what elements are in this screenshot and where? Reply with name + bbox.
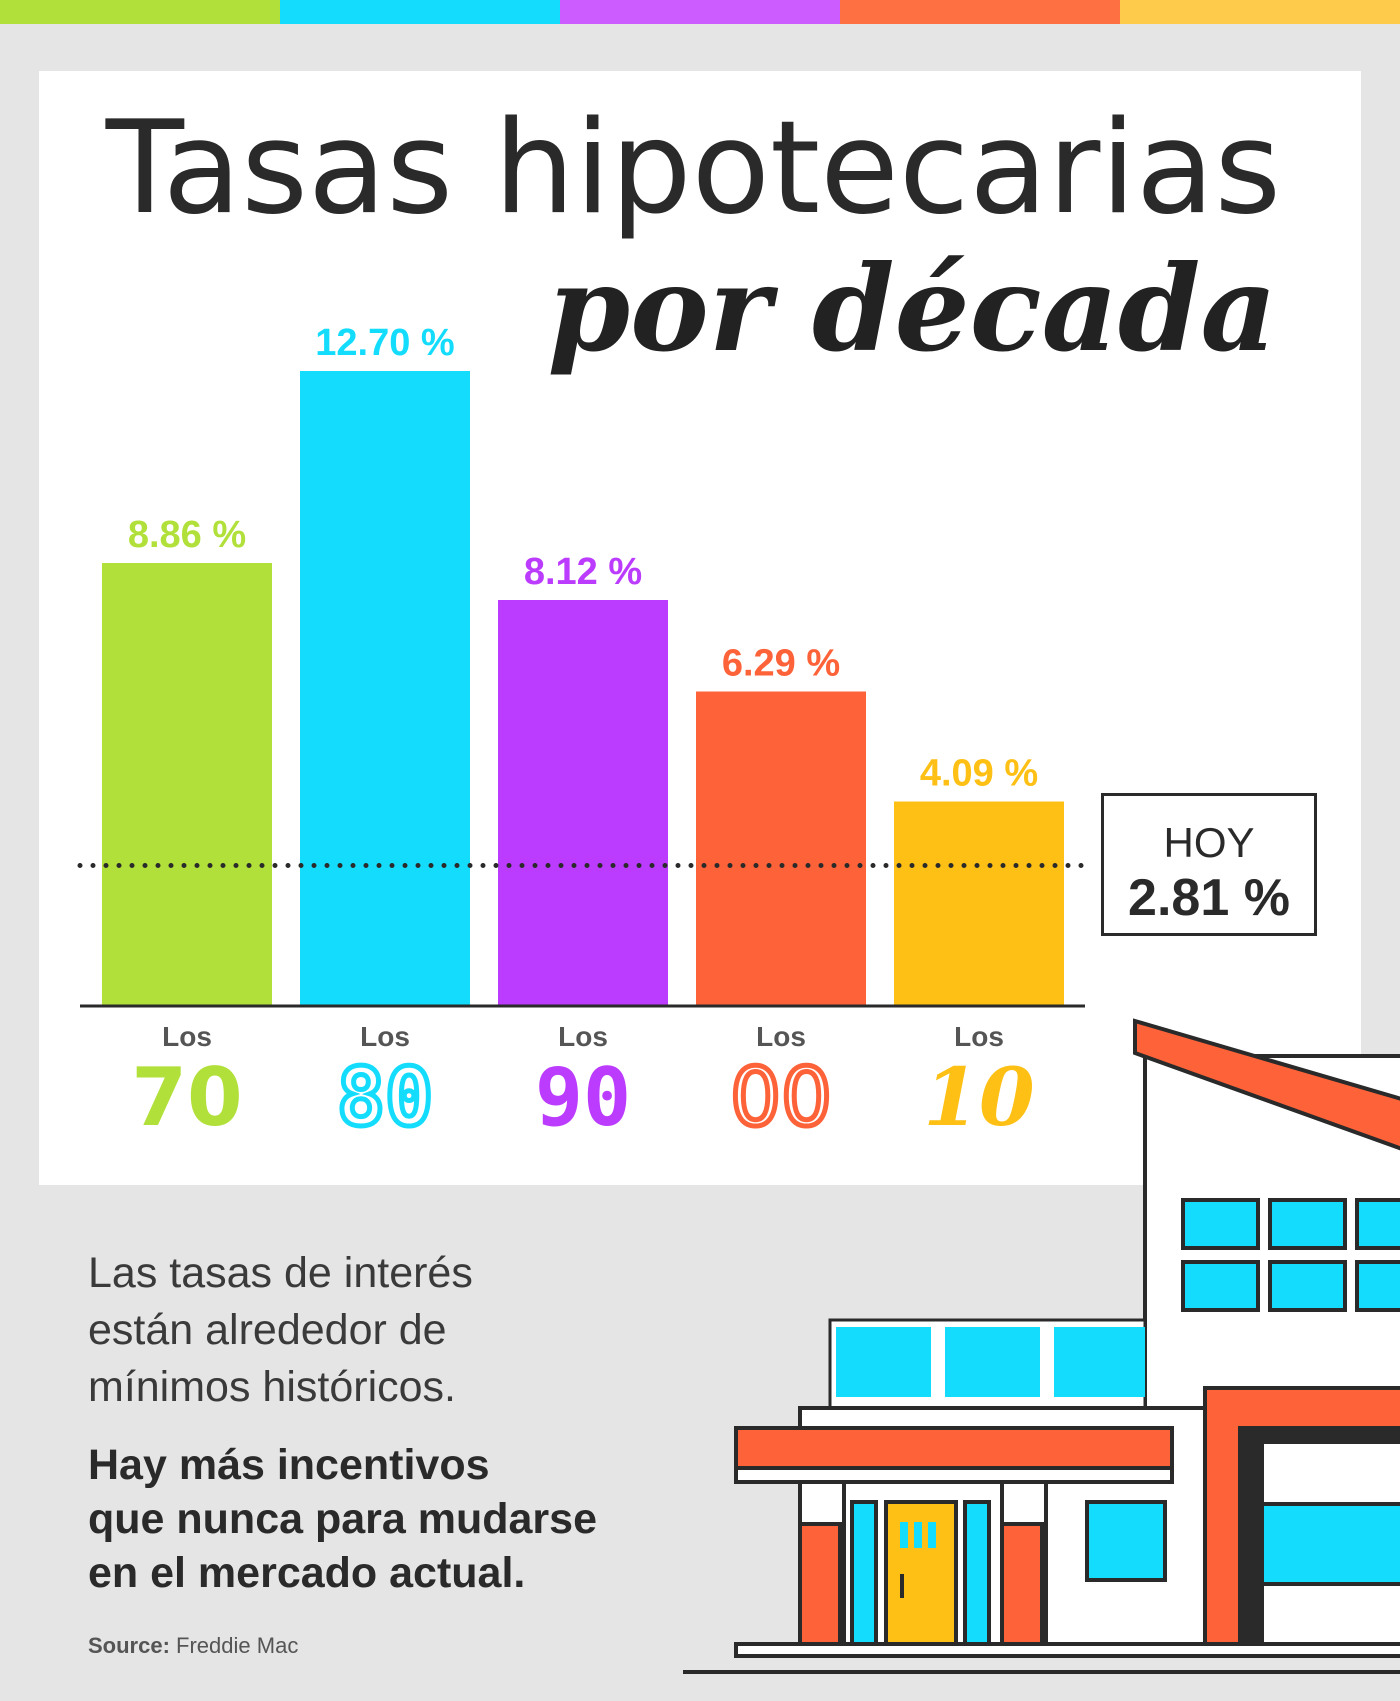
source-credit: Source: Freddie Mac	[88, 1633, 298, 1659]
body-light-line-2: están alrededor de	[88, 1306, 447, 1354]
stripe-cyan	[280, 0, 560, 24]
tick-number-00: 00	[730, 1051, 832, 1144]
source-label: Source:	[88, 1633, 170, 1658]
body-light-paragraph: Las tasas de interés están alrededor de …	[88, 1245, 728, 1416]
body-light-line-3: mínimos históricos.	[88, 1363, 456, 1411]
stripe-yellow	[1120, 0, 1400, 24]
stripe-orange	[840, 0, 1120, 24]
chart-title: Tasas hipotecarias	[105, 94, 1281, 243]
house-icon	[734, 1018, 1400, 1658]
data-label-80: 12.70 %	[315, 322, 454, 364]
tick-prefix-10: Los	[954, 1021, 1004, 1052]
bar-00	[696, 691, 866, 1006]
tick-number-80: 80	[337, 1051, 433, 1144]
tick-number-10: 10	[923, 1050, 1034, 1144]
tick-prefix-80: Los	[360, 1021, 410, 1052]
source-name: Freddie Mac	[176, 1633, 299, 1658]
data-label-00: 6.29 %	[722, 643, 840, 685]
stripe-purple	[560, 0, 840, 24]
stripe-green	[0, 0, 280, 24]
top-color-stripe	[0, 0, 1400, 24]
body-bold-line-3: en el mercado actual.	[88, 1549, 526, 1597]
tick-number-90: 90	[535, 1051, 631, 1144]
bar-70	[102, 563, 272, 1006]
tick-prefix-00: Los	[756, 1021, 806, 1052]
body-bold-line-1: Hay más incentivos	[88, 1441, 490, 1489]
body-light-line-1: Las tasas de interés	[88, 1249, 473, 1297]
tick-number-70: 70	[131, 1051, 242, 1144]
body-text: Las tasas de interés están alrededor de …	[88, 1245, 728, 1600]
today-rate-box: HOY 2.81 %	[1101, 793, 1317, 936]
body-bold-paragraph: Hay más incentivos que nunca para mudars…	[88, 1438, 728, 1600]
data-label-70: 8.86 %	[128, 514, 246, 556]
bar-80	[300, 371, 470, 1006]
bar-90	[498, 600, 668, 1006]
tick-prefix-90: Los	[558, 1021, 608, 1052]
data-label-10: 4.09 %	[920, 753, 1038, 795]
bar-10	[894, 801, 1064, 1006]
body-bold-line-2: que nunca para mudarse	[88, 1495, 597, 1543]
today-label: HOY	[1163, 819, 1255, 866]
today-value: 2.81 %	[1128, 869, 1290, 927]
data-label-90: 8.12 %	[524, 551, 642, 593]
tick-prefix-70: Los	[162, 1021, 212, 1052]
chart-subtitle: por década	[547, 239, 1277, 378]
